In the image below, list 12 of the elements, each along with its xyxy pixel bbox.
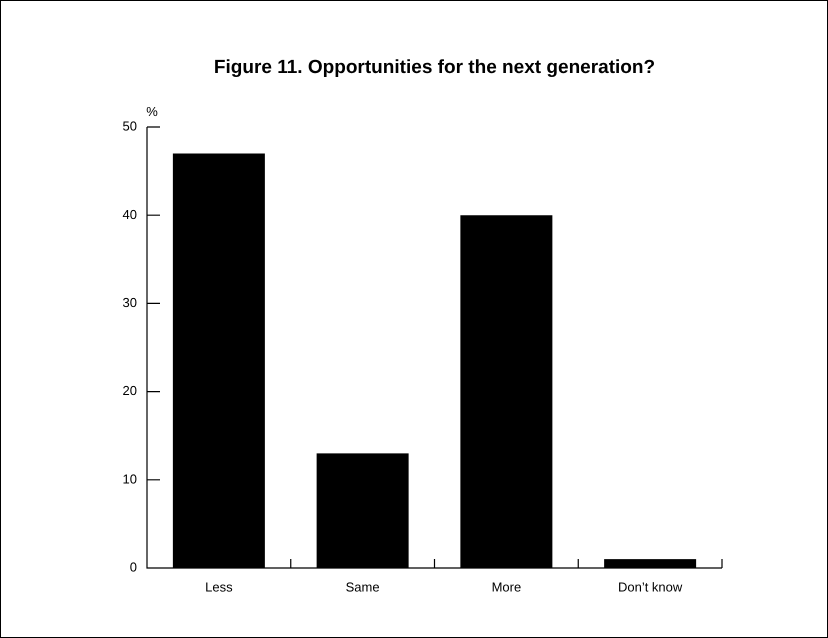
y-tick-label: 0: [130, 560, 137, 575]
x-tick-label: Less: [205, 579, 234, 594]
x-tick-label: More: [492, 579, 522, 594]
y-tick-label: 40: [122, 206, 137, 222]
y-tick-label: 30: [122, 294, 137, 310]
chart-title: Figure 11. Opportunities for the next generation?: [214, 57, 656, 78]
x-tick-label: Same: [346, 579, 380, 594]
y-tick-label: 50: [122, 118, 137, 134]
y-tick-label: 20: [122, 383, 137, 398]
y-axis-title: %: [146, 104, 158, 120]
x-tick-label: Don’t know: [618, 579, 683, 594]
y-tick-label: 10: [122, 471, 137, 486]
